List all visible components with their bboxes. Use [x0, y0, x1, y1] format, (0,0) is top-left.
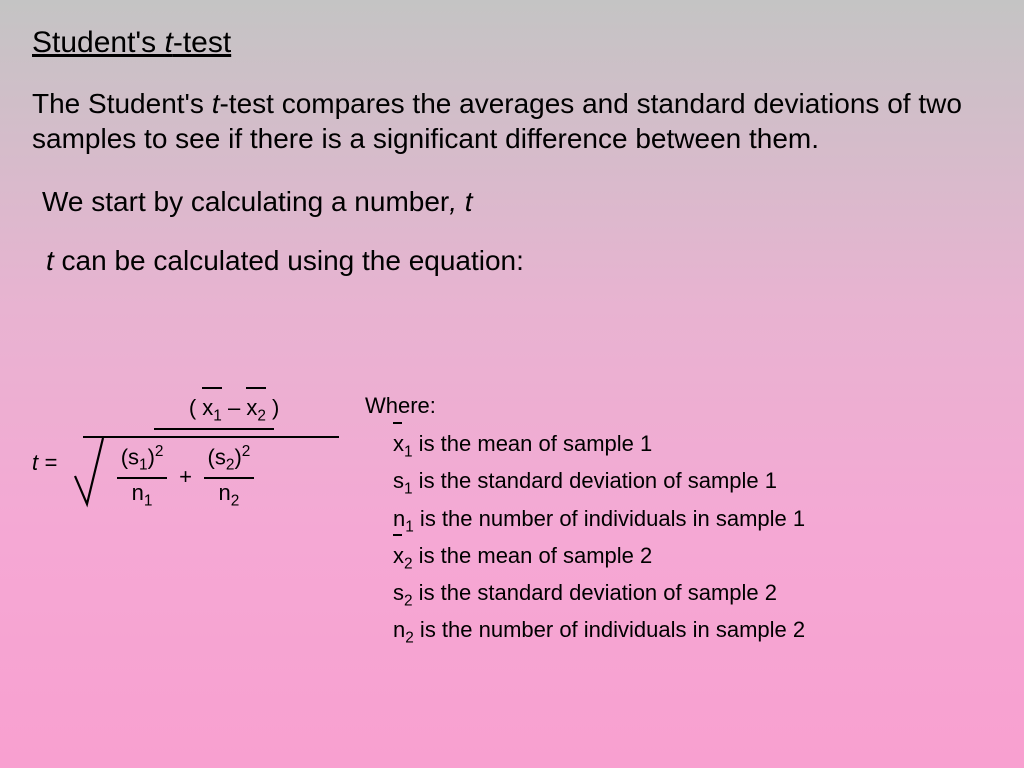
paragraph-1: The Student's t-test compares the averag…	[32, 86, 992, 156]
x2-sub: 2	[257, 407, 266, 424]
where-label: Where:	[365, 393, 805, 419]
variable-symbol: n2	[393, 613, 414, 650]
p1-text-a: The Student's	[32, 88, 212, 119]
where-block: Where: x1 is the mean of sample 1s1 is t…	[365, 393, 805, 651]
var-sub: 2	[404, 592, 413, 609]
var-sub: 1	[404, 443, 413, 460]
variable-symbol: x1	[393, 427, 413, 464]
minus: –	[222, 395, 246, 420]
lparen: (	[189, 395, 202, 420]
definition-text: is the number of individuals in sample 1	[414, 506, 805, 531]
variable-symbol: x2	[393, 539, 413, 576]
definition-item: n2 is the number of individuals in sampl…	[393, 613, 805, 650]
x1-sub: 1	[213, 407, 222, 424]
radical-icon	[73, 436, 333, 508]
definition-item: s2 is the standard deviation of sample 2	[393, 576, 805, 613]
definition-text: is the standard deviation of sample 2	[413, 580, 777, 605]
formula-block: t = ( x1 – x2 ) (s1)2 n1 +	[32, 395, 339, 510]
variable-symbol: s2	[393, 576, 413, 613]
definition-text: is the standard deviation of sample 1	[413, 468, 777, 493]
formula-denominator: (s1)2 n1 + (s2)2 n2	[69, 440, 339, 510]
rparen: )	[266, 395, 279, 420]
definition-text: is the number of individuals in sample 2	[414, 617, 805, 642]
title-suffix: -test	[173, 26, 231, 59]
var-base: n	[393, 617, 405, 642]
bar-icon	[393, 422, 402, 424]
x2-base: x	[246, 395, 257, 420]
var-base: x	[393, 543, 404, 568]
bar-icon	[393, 534, 402, 536]
p3-text-b: can be calculated using the equation:	[54, 245, 524, 276]
formula-numerator: ( x1 – x2 )	[129, 395, 339, 425]
definition-text: is the mean of sample 1	[413, 431, 653, 456]
numerator-underline	[154, 428, 274, 430]
slide-container: Student's t-test The Student's t-test co…	[0, 0, 1024, 304]
var-base: x	[393, 431, 404, 456]
paragraph-2: We start by calculating a number, t	[42, 184, 992, 219]
title-prefix: Student's	[32, 26, 164, 59]
definition-item: n1 is the number of individuals in sampl…	[393, 502, 805, 539]
p2-text-a: We start by calculating a number	[42, 186, 449, 217]
var-base: s	[393, 580, 404, 605]
x2-bar: x2	[246, 395, 266, 425]
title-ital: t	[164, 26, 172, 59]
var-sub: 2	[405, 630, 414, 647]
paragraph-3: t can be calculated using the equation:	[46, 243, 992, 278]
variable-symbol: s1	[393, 464, 413, 501]
t-equals: t =	[32, 450, 57, 476]
definition-text: is the mean of sample 2	[413, 543, 653, 568]
definition-list: x1 is the mean of sample 1s1 is the stan…	[393, 427, 805, 651]
p2-ital: , t	[449, 186, 472, 217]
p3-ital: t	[46, 245, 54, 276]
slide-title: Student's t-test	[32, 26, 992, 60]
var-sub: 1	[404, 481, 413, 498]
bar-icon	[246, 387, 266, 389]
definition-item: s1 is the standard deviation of sample 1	[393, 464, 805, 501]
x1-bar: x1	[202, 395, 222, 425]
var-base: n	[393, 506, 405, 531]
var-base: s	[393, 468, 404, 493]
x1-base: x	[202, 395, 213, 420]
formula-fraction: ( x1 – x2 ) (s1)2 n1 + (s2)2	[69, 395, 339, 510]
definition-item: x2 is the mean of sample 2	[393, 539, 805, 576]
bar-icon	[202, 387, 222, 389]
var-sub: 2	[404, 555, 413, 572]
var-sub: 1	[405, 518, 414, 535]
definition-item: x1 is the mean of sample 1	[393, 427, 805, 464]
